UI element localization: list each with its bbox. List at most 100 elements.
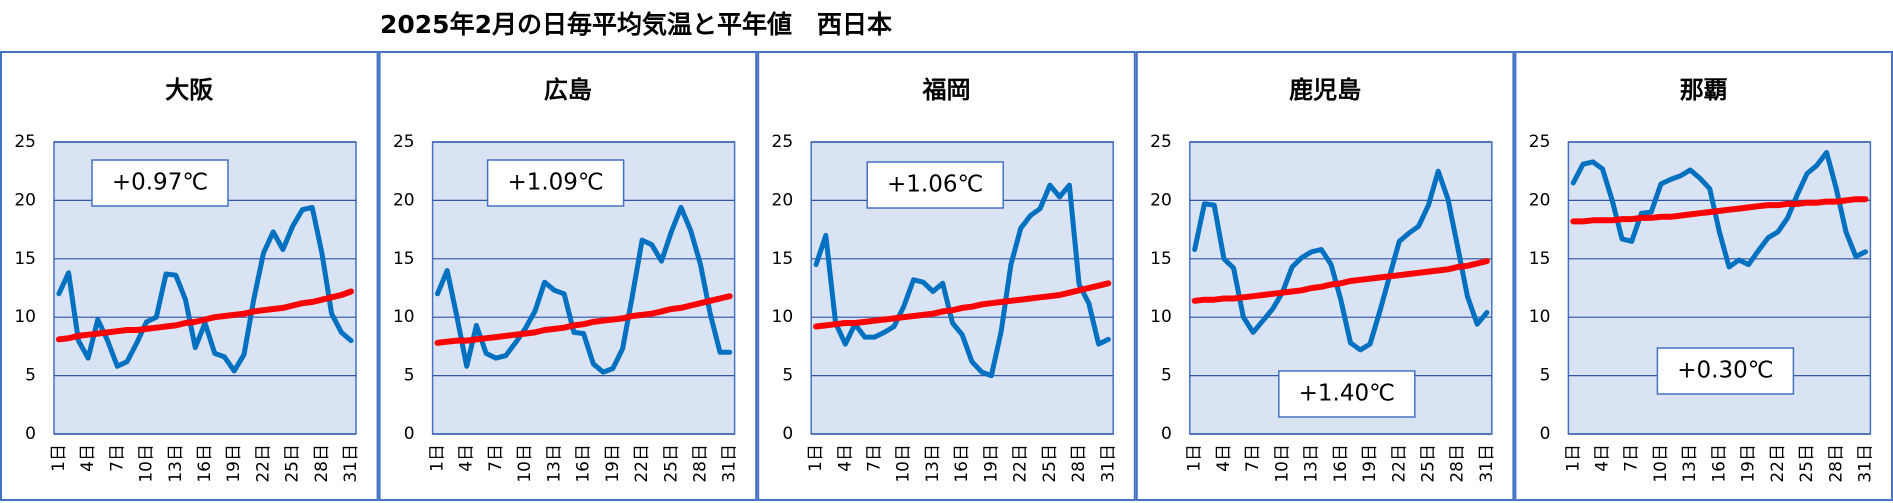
y-tick-label: 15: [1150, 249, 1172, 269]
y-tick-label: 20: [1529, 190, 1551, 210]
y-tick-label: 15: [772, 249, 794, 269]
annotation-box: [866, 161, 1004, 209]
line-series: [813, 280, 1112, 330]
annotation: +0.97℃: [112, 170, 208, 196]
y-tick-label: 25: [772, 132, 794, 152]
annotation: +0.30℃: [1677, 358, 1773, 384]
annotation-box: [91, 159, 229, 207]
x-tick-label: 28日: [1826, 444, 1846, 483]
x-tick-label: 22日: [632, 444, 652, 483]
y-tick-label: 25: [393, 132, 415, 152]
x-tick-label: 25日: [1040, 444, 1060, 483]
x-tick-label: 28日: [1448, 444, 1468, 483]
x-tick-label: 28日: [691, 444, 711, 483]
x-tick-label: 16日: [952, 444, 972, 483]
x-tick-label: 19日: [603, 444, 623, 483]
x-tick-label: 7日: [486, 444, 506, 472]
y-tick-label: 25: [14, 132, 36, 152]
x-tick-label: 4日: [457, 444, 477, 472]
annotation: +1.06℃: [887, 172, 983, 198]
x-tick-label: 25日: [1797, 444, 1817, 483]
x-tick-label: 22日: [253, 444, 273, 483]
x-tick-label: 25日: [661, 444, 681, 483]
x-tick-label: 1日: [427, 444, 447, 472]
line-series: [1191, 258, 1490, 304]
y-tick-label: 0: [1540, 424, 1551, 444]
panel-title: 大阪: [165, 76, 213, 104]
y-tick-label: 5: [25, 366, 36, 386]
x-tick-label: 22日: [1389, 444, 1409, 483]
y-tick-label: 10: [14, 307, 36, 327]
x-tick-label: 13日: [544, 444, 564, 483]
y-tick-label: 20: [14, 190, 36, 210]
line-series: [1570, 150, 1868, 270]
x-tick-label: 16日: [1331, 444, 1351, 483]
line-series: [56, 204, 354, 374]
x-tick-label: 28日: [312, 444, 332, 483]
x-tick-label: 25日: [283, 444, 303, 483]
y-tick-label: 5: [1161, 366, 1172, 386]
annotation: +1.09℃: [507, 170, 603, 196]
y-tick-label: 15: [1529, 249, 1551, 269]
y-tick-label: 0: [782, 424, 793, 444]
x-tick-label: 13日: [923, 444, 943, 483]
panel-title: 那覇: [1680, 76, 1728, 104]
y-tick-label: 10: [393, 307, 415, 327]
page-title: 2025年2月の日毎平均気温と平年値 西日本: [380, 10, 892, 39]
x-tick-label: 1日: [49, 444, 69, 472]
annotation-box: [486, 159, 625, 207]
x-tick-label: 7日: [865, 444, 885, 472]
y-tick-label: 0: [404, 424, 415, 444]
line-series: [1570, 196, 1869, 225]
line-series: [435, 204, 733, 375]
line-series: [434, 293, 733, 346]
y-tick-label: 20: [772, 190, 794, 210]
x-tick-label: 1日: [1563, 444, 1583, 472]
y-tick-label: 10: [772, 307, 794, 327]
y-tick-label: 10: [1150, 307, 1172, 327]
line-series: [55, 288, 355, 343]
y-tick-label: 25: [1150, 132, 1172, 152]
y-tick-label: 5: [782, 366, 793, 386]
y-tick-label: 0: [1161, 424, 1172, 444]
y-tick-label: 25: [1529, 132, 1551, 152]
x-tick-label: 10日: [137, 444, 157, 483]
x-tick-label: 7日: [1243, 444, 1263, 472]
x-tick-label: 10日: [1272, 444, 1292, 483]
annotation-box: [1656, 347, 1795, 395]
x-tick-label: 19日: [224, 444, 244, 483]
x-tick-label: 4日: [1592, 444, 1612, 472]
x-tick-label: 25日: [1418, 444, 1438, 483]
line-series: [1192, 168, 1490, 353]
x-tick-label: 22日: [1011, 444, 1031, 483]
y-tick-label: 15: [393, 249, 415, 269]
x-tick-label: 10日: [894, 444, 914, 483]
x-tick-label: 16日: [195, 444, 215, 483]
annotation-box: [1278, 370, 1416, 418]
x-tick-label: 28日: [1069, 444, 1089, 483]
x-tick-label: 10日: [515, 444, 535, 483]
x-tick-label: 22日: [1768, 444, 1788, 483]
x-tick-label: 16日: [1709, 444, 1729, 483]
x-tick-label: 31日: [720, 444, 740, 483]
x-tick-label: 19日: [1739, 444, 1759, 483]
y-tick-label: 20: [1150, 190, 1172, 210]
x-tick-label: 19日: [981, 444, 1001, 483]
x-tick-label: 7日: [107, 444, 127, 472]
y-tick-label: 20: [393, 190, 415, 210]
x-tick-label: 19日: [1360, 444, 1380, 483]
x-tick-label: 13日: [1302, 444, 1322, 483]
x-tick-label: 31日: [1098, 444, 1118, 483]
x-tick-label: 31日: [341, 444, 361, 483]
y-tick-label: 0: [25, 424, 36, 444]
y-tick-label: 5: [1540, 366, 1551, 386]
panel-title: 鹿児島: [1289, 76, 1361, 104]
x-tick-label: 4日: [835, 444, 855, 472]
x-tick-label: 31日: [1477, 444, 1497, 483]
x-tick-label: 13日: [1680, 444, 1700, 483]
line-series: [813, 182, 1111, 379]
x-tick-label: 16日: [574, 444, 594, 483]
y-tick-label: 5: [404, 366, 415, 386]
panel-title: 広島: [544, 76, 592, 104]
x-tick-label: 1日: [806, 444, 826, 472]
